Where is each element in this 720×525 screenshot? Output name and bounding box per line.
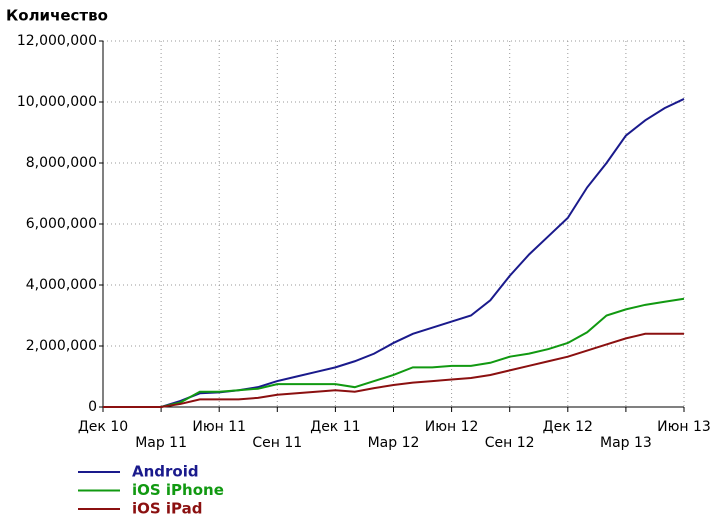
x-tick-label: Июн 11 xyxy=(192,419,246,435)
y-tick-label: 8,000,000 xyxy=(26,155,97,171)
chart-title: Количество xyxy=(6,7,108,25)
x-tick-label: Мар 13 xyxy=(600,435,652,451)
y-tick-label: 6,000,000 xyxy=(26,216,97,232)
x-tick-label: Дек 11 xyxy=(310,419,360,435)
x-tick-label: Мар 11 xyxy=(135,435,187,451)
y-tick-label: 2,000,000 xyxy=(26,338,97,354)
x-tick-label: Июн 13 xyxy=(657,419,711,435)
legend-label: Android xyxy=(132,463,199,481)
x-tick-label: Июн 12 xyxy=(425,419,479,435)
series-line xyxy=(103,332,684,408)
y-tick-label: 4,000,000 xyxy=(26,277,97,293)
y-tick-label: 10,000,000 xyxy=(17,94,97,110)
x-tick-label: Сен 11 xyxy=(252,435,302,451)
series-line xyxy=(103,98,685,408)
x-tick-label: Мар 12 xyxy=(368,435,420,451)
x-tick-label: Дек 12 xyxy=(543,419,593,435)
legend-label: iOS iPad xyxy=(132,500,203,518)
y-tick-label: 0 xyxy=(88,399,97,415)
legend-label: iOS iPhone xyxy=(132,481,224,499)
y-tick-label: 12,000,000 xyxy=(17,33,97,49)
x-tick-label: Дек 10 xyxy=(78,419,128,435)
x-tick-label: Сен 12 xyxy=(485,435,535,451)
series-line xyxy=(103,297,685,408)
